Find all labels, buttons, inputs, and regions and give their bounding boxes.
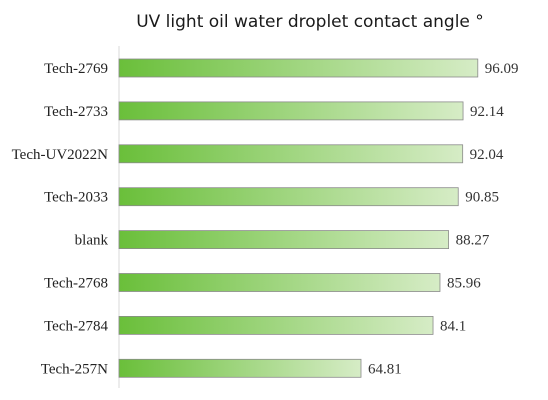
category-label: Tech-2033: [44, 190, 108, 206]
chart-title: UV light oil water droplet contact angle…: [136, 12, 484, 32]
data-label: 64.81: [368, 361, 402, 377]
data-label: 96.09: [485, 61, 519, 77]
bar: [118, 144, 464, 164]
category-label: Tech-2733: [44, 104, 108, 120]
bar: [118, 273, 441, 292]
bar: [118, 58, 479, 78]
data-label: 85.96: [447, 276, 481, 292]
category-label: Tech-2768: [44, 276, 108, 292]
bars-group: Tech-2769 96.09 Tech-2733 92.14 Tech-UV2022N…: [12, 58, 519, 378]
category-label: Tech-UV2022N: [12, 147, 109, 163]
data-label: 90.85: [465, 190, 499, 206]
category-label: Tech-2769: [44, 61, 108, 77]
category-label: Tech-2784: [44, 318, 108, 334]
data-label: 84.1: [440, 318, 466, 334]
bar: [118, 315, 434, 335]
bar: [118, 187, 459, 207]
bar: [118, 230, 450, 250]
category-label: blank: [75, 233, 109, 249]
data-label: 92.14: [470, 104, 504, 120]
data-label: 88.27: [456, 233, 490, 249]
data-label: 92.04: [470, 147, 504, 163]
bar: [118, 101, 464, 121]
category-label: Tech-257N: [41, 361, 108, 377]
bar: [118, 358, 362, 378]
